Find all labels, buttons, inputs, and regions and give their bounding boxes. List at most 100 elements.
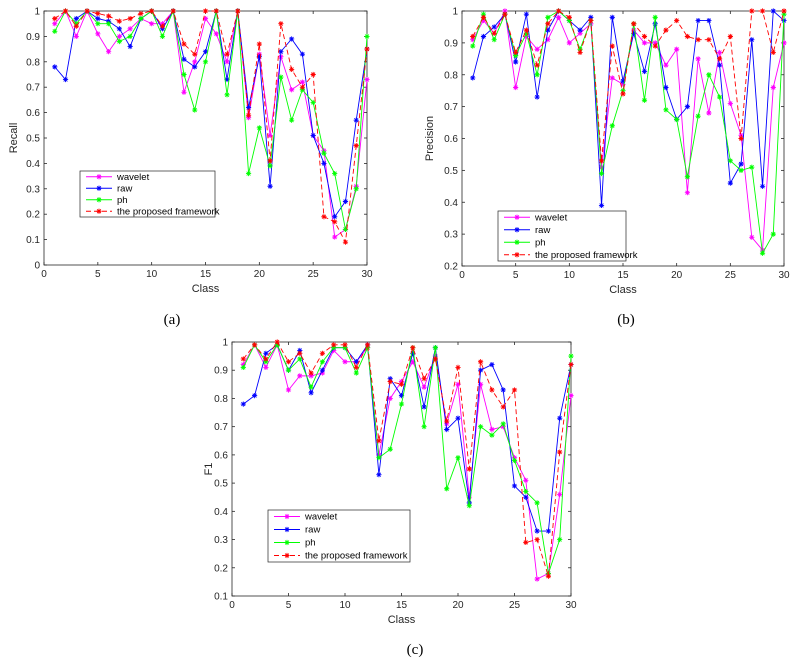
data-point-raw <box>252 393 258 399</box>
data-point-raw <box>470 75 476 81</box>
y-tick-label: 1 <box>222 338 228 349</box>
data-point-raw <box>289 36 295 42</box>
data-point-wavelet <box>466 494 472 500</box>
data-point-ph <box>511 457 518 464</box>
data-point-ph <box>455 455 461 461</box>
x-tick-label: 10 <box>564 270 576 281</box>
series-proposed <box>470 8 787 164</box>
data-point-ph <box>52 28 58 34</box>
data-point-raw <box>398 393 405 399</box>
data-point-raw <box>127 43 133 50</box>
data-point-ph <box>263 359 269 365</box>
y-tick-label: 0.6 <box>26 108 40 119</box>
data-point-proposed <box>149 8 155 14</box>
data-point-ph <box>342 226 349 233</box>
data-point-raw <box>332 214 338 220</box>
x-axis-label: Class <box>388 614 416 626</box>
data-point-ph <box>240 364 246 370</box>
data-point-proposed <box>478 359 484 365</box>
data-point-wavelet <box>511 455 518 461</box>
data-point-wavelet <box>534 46 540 52</box>
data-point-raw <box>663 84 669 91</box>
data-point-raw <box>500 387 506 393</box>
data-point-raw <box>202 49 209 55</box>
y-tick-label: 0.5 <box>444 166 458 177</box>
data-point-raw <box>310 132 316 139</box>
data-point-ph <box>106 21 112 27</box>
data-point-raw <box>455 415 461 421</box>
data-point-proposed <box>566 14 572 20</box>
data-point-wavelet <box>684 190 690 196</box>
data-point-ph <box>620 88 626 94</box>
data-point-ph <box>641 97 648 103</box>
data-point-proposed <box>545 21 551 27</box>
data-point-ph <box>321 150 327 156</box>
data-point-ph <box>513 53 519 59</box>
legend-marker <box>514 239 520 245</box>
data-point-raw <box>95 16 101 22</box>
data-point-ph <box>159 33 166 39</box>
data-point-proposed <box>332 219 338 225</box>
data-point-ph <box>674 116 680 122</box>
data-point-ph <box>480 11 487 17</box>
data-point-proposed <box>620 91 626 97</box>
data-point-proposed <box>364 46 370 52</box>
data-point-raw <box>421 404 427 410</box>
x-tick-label: 5 <box>95 269 101 280</box>
data-point-proposed <box>170 8 176 14</box>
y-tick-label: 0.5 <box>214 479 228 490</box>
data-point-wavelet <box>502 8 508 14</box>
data-point-proposed <box>192 51 198 57</box>
data-point-raw <box>319 367 325 373</box>
y-axis-label: Recall <box>8 123 20 154</box>
data-point-wavelet <box>95 31 101 37</box>
x-tick-label: 15 <box>396 600 408 611</box>
data-point-wavelet <box>332 234 338 240</box>
y-tick-label: 0.8 <box>214 394 228 405</box>
data-point-wavelet <box>331 347 337 354</box>
data-point-proposed <box>781 8 787 14</box>
data-point-proposed <box>240 356 246 362</box>
data-point-proposed <box>631 21 637 27</box>
chart-panel-b: 0 5 10 15 20 25 30 0.2 0.3 0.4 0.5 0.6 0.7 0.8 0.9 1 Cla… <box>424 7 790 329</box>
legend-marker <box>514 252 520 258</box>
data-point-proposed <box>568 361 574 368</box>
data-point-ph <box>289 117 295 123</box>
data-point-proposed <box>285 359 292 365</box>
y-axis-label: F1 <box>203 463 215 476</box>
data-point-proposed <box>749 8 755 14</box>
data-point-wavelet <box>263 364 269 370</box>
data-point-proposed <box>73 23 79 29</box>
data-point-raw <box>511 483 518 489</box>
data-point-ph <box>557 536 563 543</box>
data-point-raw <box>297 347 303 354</box>
data-point-wavelet <box>749 234 755 240</box>
data-point-proposed <box>342 342 348 348</box>
data-point-proposed <box>289 66 295 73</box>
data-point-ph <box>444 486 450 492</box>
legend-marker <box>514 214 520 220</box>
data-point-ph <box>256 125 262 131</box>
data-point-proposed <box>511 387 518 393</box>
data-point-ph <box>245 170 252 177</box>
data-point-proposed <box>609 43 615 49</box>
data-point-wavelet <box>781 40 787 46</box>
data-point-wavelet <box>695 56 701 62</box>
x-tick-label: 25 <box>509 600 521 611</box>
y-tick-label: 0.3 <box>444 230 458 241</box>
data-point-ph <box>568 353 574 359</box>
data-point-wavelet <box>299 79 305 85</box>
data-point-proposed <box>500 404 506 410</box>
data-point-raw <box>478 367 484 373</box>
data-point-raw <box>534 528 540 534</box>
legend-marker <box>284 552 290 559</box>
data-point-raw <box>684 104 690 110</box>
data-point-wavelet <box>534 576 540 582</box>
data-point-raw <box>192 64 198 70</box>
data-point-ph <box>297 356 303 362</box>
data-point-proposed <box>252 342 258 348</box>
data-point-raw <box>224 76 230 83</box>
